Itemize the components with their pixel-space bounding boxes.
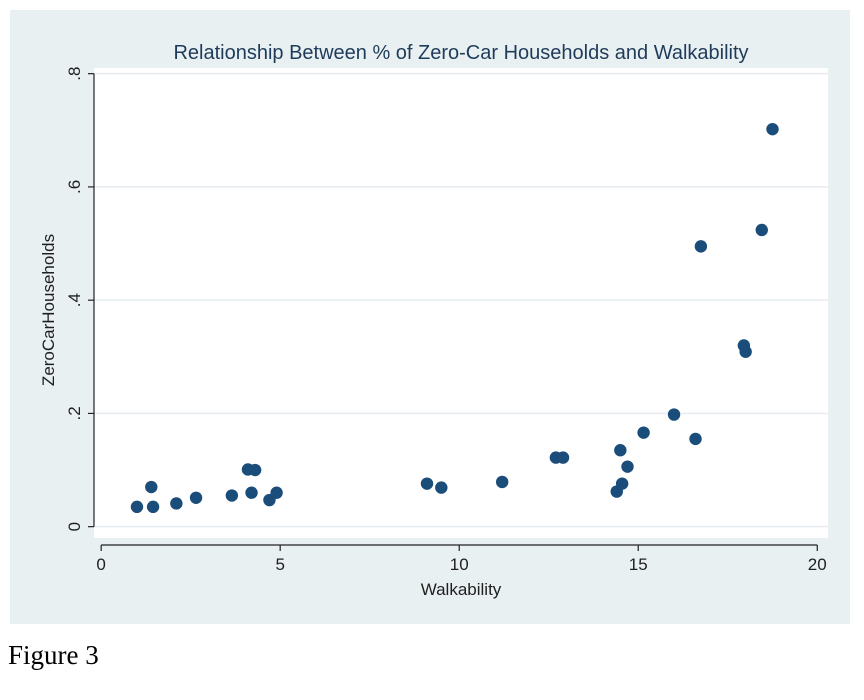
data-point-18	[615, 477, 629, 490]
chart-title: Relationship Between % of Zero-Car House…	[173, 42, 748, 64]
data-point-27	[766, 122, 779, 136]
data-point-7	[248, 463, 262, 477]
x-tick-label-2: 10	[450, 555, 469, 574]
data-point-22	[689, 432, 702, 446]
data-point-12	[435, 481, 448, 494]
x-tick-label-4: 20	[808, 555, 827, 574]
data-point-15	[556, 451, 570, 464]
data-point-10	[270, 486, 283, 499]
y-tick-label-3: .6	[65, 180, 84, 194]
x-axis-label: Walkability	[421, 580, 502, 599]
data-point-2	[146, 500, 160, 514]
y-tick-label-1: .2	[65, 406, 84, 420]
data-points	[130, 122, 779, 514]
x-tick-label-3: 15	[629, 555, 648, 574]
data-point-21	[667, 408, 681, 421]
data-point-13	[495, 475, 509, 489]
y-tick-label-4: .8	[65, 67, 84, 81]
axes	[88, 73, 818, 551]
data-point-11	[420, 477, 434, 490]
gridlines	[94, 72, 828, 528]
data-point-4	[189, 491, 203, 504]
tick-labels: 0 .2 .4 .6 .8 0 5 10 15 20	[65, 67, 827, 574]
data-point-20	[637, 426, 650, 439]
scatter-chart: 0 .2 .4 .6 .8 0 5 10 15 20 Relationship Between %…	[10, 10, 850, 624]
data-point-3	[170, 497, 183, 510]
data-point-0	[130, 500, 144, 514]
y-axis-label: ZeroCarHouseholds	[39, 234, 58, 386]
y-tick-label-2: .4	[65, 293, 84, 307]
data-point-26	[755, 223, 768, 237]
data-point-8	[245, 486, 258, 499]
y-tick-label-0: 0	[65, 522, 84, 531]
x-tick-label-1: 5	[275, 555, 284, 574]
data-point-1	[145, 480, 158, 494]
data-point-23	[694, 240, 708, 253]
x-tick-label-0: 0	[96, 555, 105, 574]
data-point-17	[614, 444, 627, 457]
data-point-19	[621, 460, 634, 473]
figure-caption: Figure 3	[8, 640, 99, 670]
data-point-5	[225, 489, 239, 502]
plot-area	[94, 68, 828, 538]
data-point-25	[739, 345, 752, 358]
